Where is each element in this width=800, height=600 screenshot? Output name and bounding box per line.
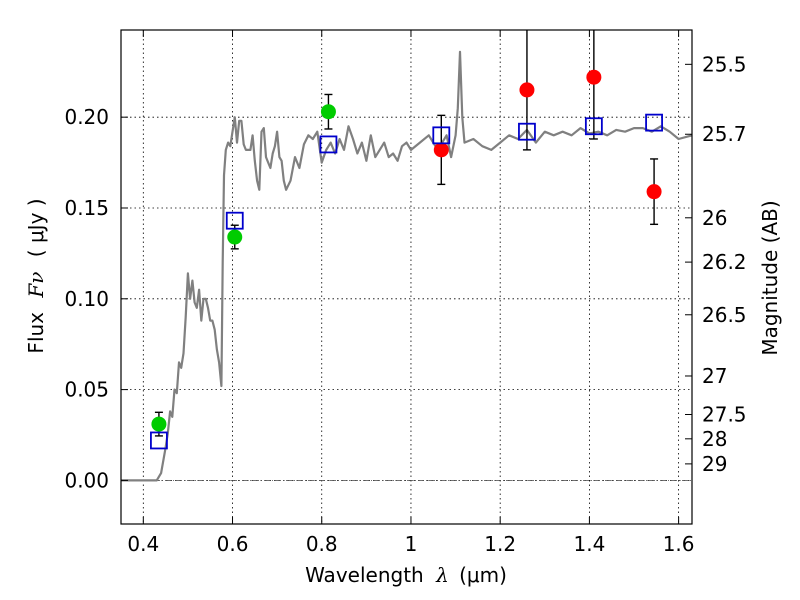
red-data-point [519,82,535,98]
green-data-point [320,104,336,120]
y2-axis-label: Magnitude (AB) [758,200,782,355]
model-box-marker [645,113,663,132]
x-tick-label: 0.6 [217,532,249,556]
green-data-point [227,229,243,245]
y-axis-label: Flux Fν ( μJy ) [24,198,48,353]
model-box-marker [225,211,244,230]
x-tick-label: 0.4 [127,532,159,556]
mag-tick-label: 26.5 [702,303,747,327]
x-tick-label: 1.4 [573,532,605,556]
mag-tick-label: 26 [702,206,727,230]
ticks: 0.4 0.6 0.8 1 1.2 1.4 1.6 0.00 0.05 0.10 0.15 0.20 2… [64,30,747,556]
x-axis-label: Wavelength λ (μm) [305,563,507,587]
model-box-marker [518,122,536,141]
red-data-point [433,142,449,158]
y-tick-label: 0.10 [64,287,109,311]
y-tick-label: 0.15 [64,196,109,220]
red-data-point [586,69,602,85]
model-box-marker [584,117,603,136]
mag-tick-label: 28 [702,427,727,451]
model-box-marker [150,431,168,450]
mag-tick-label: 27.5 [702,402,747,426]
data-points [151,69,662,432]
model-sed-line [121,50,692,482]
plot-frame [120,29,693,525]
model-box-marker [432,126,451,145]
mag-tick-label: 26.2 [702,250,747,274]
model-sed-curve [121,50,692,482]
green-data-point [151,416,167,432]
mag-tick-label: 25.5 [702,52,747,76]
mag-tick-label: 27 [702,364,727,388]
x-tick-label: 1 [405,532,418,556]
x-tick-label: 0.8 [306,532,338,556]
mag-tick-label: 29 [702,452,727,476]
y-tick-label: 0.05 [64,378,109,402]
red-data-point [646,184,662,200]
x-tick-label: 1.2 [484,532,516,556]
y-tick-label: 0.00 [64,468,109,492]
model-boxes [150,113,663,450]
model-box-marker [319,135,338,154]
y-tick-label: 0.20 [64,105,109,129]
x-tick-label: 1.6 [663,532,695,556]
grid [121,30,692,524]
mag-tick-label: 25.7 [702,122,747,146]
